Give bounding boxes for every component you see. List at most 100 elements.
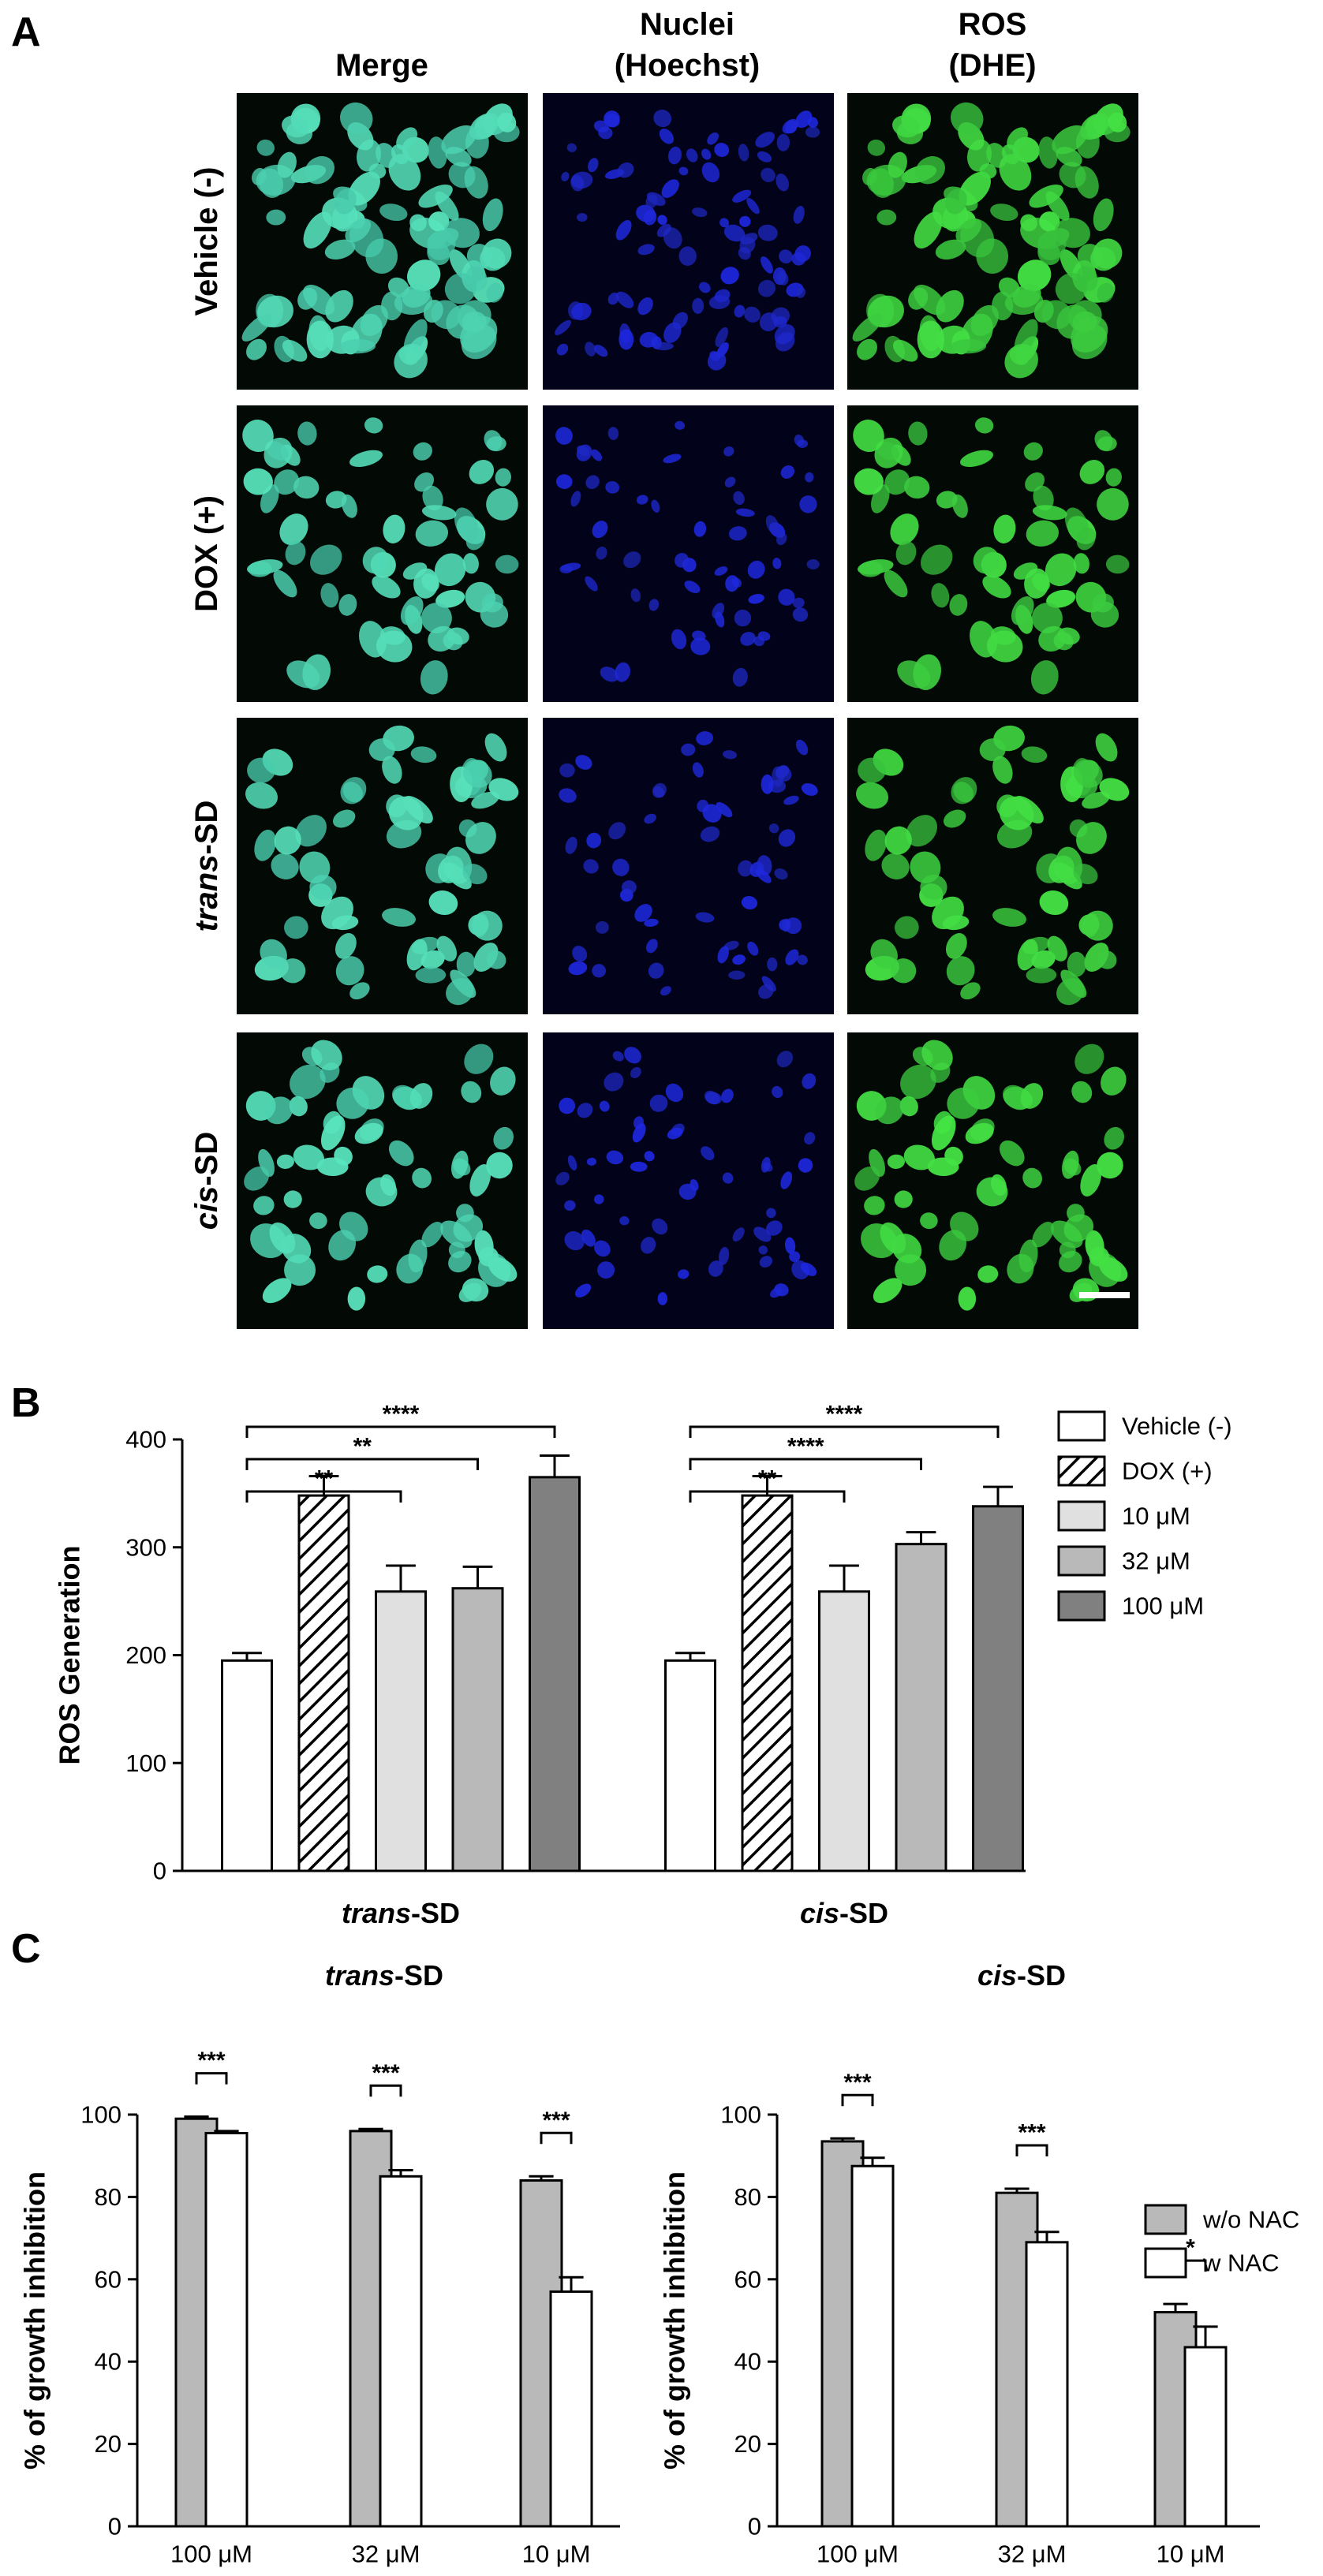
cell xyxy=(339,1211,368,1241)
cell xyxy=(464,1043,494,1074)
cell xyxy=(1095,733,1118,762)
cell xyxy=(284,1254,316,1286)
y-tick-label: 300 xyxy=(125,1533,166,1561)
cell xyxy=(325,491,347,509)
cell xyxy=(271,853,299,879)
cell xyxy=(1067,1204,1085,1223)
cell xyxy=(286,660,320,689)
cell xyxy=(806,558,820,569)
cell xyxy=(740,632,756,646)
cell xyxy=(420,660,448,695)
cell xyxy=(792,607,809,622)
significance-bracket xyxy=(689,1490,846,1503)
cell xyxy=(783,795,799,805)
y-axis-label: % of growth inhibition xyxy=(19,2171,51,2470)
cell xyxy=(428,625,456,652)
cell xyxy=(284,916,308,939)
cell xyxy=(1004,343,1038,379)
cell xyxy=(559,1097,576,1114)
cell xyxy=(406,259,441,292)
cell xyxy=(1060,249,1083,281)
cell xyxy=(586,1157,597,1166)
cell xyxy=(1062,1150,1079,1179)
cell xyxy=(643,209,657,226)
cell xyxy=(1076,822,1107,854)
significance-label: *** xyxy=(542,2107,570,2134)
cell xyxy=(644,1151,655,1162)
cell xyxy=(478,1246,499,1267)
cell xyxy=(406,939,428,971)
cell xyxy=(755,868,772,883)
cell xyxy=(732,954,746,965)
cell xyxy=(895,916,919,939)
cell xyxy=(856,782,888,809)
cell xyxy=(605,481,620,494)
cell xyxy=(1074,166,1099,199)
cell xyxy=(979,163,997,179)
cell xyxy=(992,908,1026,927)
error-bar xyxy=(675,1652,705,1661)
cell xyxy=(465,822,496,854)
cell xyxy=(951,494,968,518)
legend-swatch xyxy=(1144,2204,1187,2235)
cell xyxy=(755,132,775,148)
cell xyxy=(615,219,632,241)
column-header: (DHE) xyxy=(948,48,1036,83)
cell xyxy=(600,666,619,682)
cell xyxy=(653,342,674,351)
cell xyxy=(434,553,466,587)
y-tick-label: 60 xyxy=(734,2265,761,2293)
cell xyxy=(568,961,588,976)
cell xyxy=(774,324,795,345)
cell xyxy=(717,946,729,964)
cell xyxy=(884,569,908,598)
cell xyxy=(807,117,818,129)
cell xyxy=(1047,935,1068,961)
cell xyxy=(576,213,588,222)
cell xyxy=(648,599,660,611)
cell xyxy=(974,417,994,434)
cell xyxy=(712,603,725,619)
cell xyxy=(793,205,805,224)
cell xyxy=(453,1214,484,1242)
cell xyxy=(585,342,596,357)
cell xyxy=(320,1115,346,1151)
cell xyxy=(630,1161,648,1172)
y-axis-label: ROS Generation xyxy=(54,1545,86,1764)
significance-bracket xyxy=(195,2072,228,2085)
micrograph xyxy=(543,718,834,1014)
cell xyxy=(441,125,477,155)
cell xyxy=(914,211,943,249)
cell xyxy=(309,1212,327,1230)
cell xyxy=(772,558,782,569)
cell xyxy=(1105,468,1122,487)
cell xyxy=(657,1292,668,1305)
cell xyxy=(1094,430,1113,451)
cell xyxy=(264,1096,293,1125)
cell xyxy=(799,495,817,513)
cell xyxy=(738,144,749,162)
cell xyxy=(461,1081,482,1103)
cell xyxy=(596,546,607,560)
cell xyxy=(990,203,1018,222)
cell xyxy=(876,209,897,226)
cell xyxy=(950,102,984,135)
cell xyxy=(593,120,609,133)
cell xyxy=(804,1132,816,1145)
cell xyxy=(334,1146,353,1166)
cell xyxy=(622,880,637,894)
cell xyxy=(873,1278,903,1304)
legend-swatch xyxy=(1057,1590,1106,1622)
cell xyxy=(1031,950,1056,969)
cell xyxy=(1101,1066,1127,1096)
cell xyxy=(1076,527,1096,551)
y-tick-label: 80 xyxy=(95,2183,121,2211)
cell xyxy=(480,247,506,271)
cell xyxy=(497,112,517,133)
cell xyxy=(759,1256,772,1268)
cell xyxy=(577,1103,593,1118)
cell xyxy=(293,476,320,499)
cell xyxy=(1071,1081,1093,1103)
cell xyxy=(979,738,1006,761)
significance-bracket xyxy=(245,1425,556,1438)
